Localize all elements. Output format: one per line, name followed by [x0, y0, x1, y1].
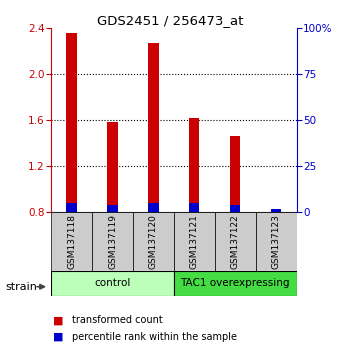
Bar: [107, 121, 118, 212]
Bar: [271, 209, 281, 212]
Text: GSM137121: GSM137121: [190, 214, 199, 269]
Bar: [133, 212, 174, 271]
Text: percentile rank within the sample: percentile rank within the sample: [72, 332, 237, 342]
Text: GSM137122: GSM137122: [231, 214, 240, 269]
Text: strain: strain: [5, 282, 37, 292]
Bar: [174, 271, 297, 296]
Text: ■: ■: [53, 315, 63, 325]
Bar: [148, 43, 159, 212]
Bar: [148, 203, 159, 212]
Bar: [174, 212, 215, 271]
Bar: [230, 205, 240, 212]
Text: transformed count: transformed count: [72, 315, 162, 325]
Bar: [215, 212, 256, 271]
Bar: [271, 209, 281, 212]
Bar: [51, 271, 174, 296]
Text: ■: ■: [53, 332, 63, 342]
Text: GSM137119: GSM137119: [108, 214, 117, 269]
Text: control: control: [94, 278, 131, 288]
Text: GDS2451 / 256473_at: GDS2451 / 256473_at: [97, 14, 244, 27]
Bar: [66, 203, 77, 212]
Bar: [189, 203, 199, 212]
Bar: [107, 205, 118, 212]
Bar: [256, 212, 297, 271]
Text: TAC1 overexpressing: TAC1 overexpressing: [180, 278, 290, 288]
Text: GSM137118: GSM137118: [67, 214, 76, 269]
Bar: [66, 33, 77, 212]
Text: GSM137123: GSM137123: [272, 214, 281, 269]
Text: GSM137120: GSM137120: [149, 214, 158, 269]
Bar: [230, 137, 240, 212]
Bar: [51, 212, 92, 271]
Bar: [92, 212, 133, 271]
Bar: [189, 118, 199, 212]
